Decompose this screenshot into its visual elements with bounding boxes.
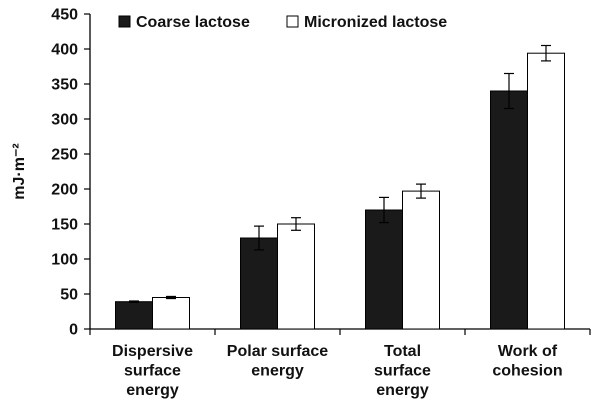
y-tick-label: 150 <box>51 217 78 234</box>
bars-group <box>115 52 565 330</box>
x-category-label: cohesion <box>492 363 562 380</box>
legend-swatch <box>118 15 131 28</box>
y-tick-label: 50 <box>60 287 78 304</box>
bar-coarse <box>115 301 153 330</box>
bar-coarse <box>240 237 278 330</box>
y-axis-label: mJ·m⁻² <box>11 143 28 199</box>
bar-coarse <box>365 209 403 330</box>
bar-micronized <box>527 52 565 330</box>
x-category-label: surface <box>374 363 431 380</box>
legend-swatch <box>286 15 299 28</box>
y-tick-label: 100 <box>51 252 78 269</box>
y-tick-label: 400 <box>51 42 78 59</box>
y-tick-label: 350 <box>51 77 78 94</box>
y-tick-label: 0 <box>69 322 78 339</box>
legend-label: Micronized lactose <box>304 14 447 31</box>
x-category-label: Polar surface <box>227 343 328 360</box>
x-category-labels: Dispersive surface energy Polar surface ener… <box>112 343 563 399</box>
x-category-label: Work of <box>498 343 558 360</box>
x-category-label: Dispersive <box>112 343 193 360</box>
bar-coarse <box>490 90 528 330</box>
x-category-label: energy <box>251 363 304 380</box>
bar-micronized <box>402 190 440 330</box>
y-tick-label: 450 <box>51 7 78 24</box>
x-category-label: Total <box>384 343 421 360</box>
x-category-label: energy <box>126 382 179 399</box>
x-category-label: surface <box>124 363 181 380</box>
y-tick-label: 300 <box>51 112 78 129</box>
bar-micronized <box>277 223 315 330</box>
legend-label: Coarse lactose <box>136 14 250 31</box>
bar-micronized <box>152 297 190 330</box>
axes: 0 50 100 150 200 250 300 350 400 450 <box>51 7 591 339</box>
y-axis-label-group: mJ·m⁻² <box>11 143 28 199</box>
y-tick-label: 200 <box>51 182 78 199</box>
y-tick-label: 250 <box>51 147 78 164</box>
x-category-label: energy <box>376 382 429 399</box>
error-bars-group <box>129 44 551 303</box>
legend: Coarse lactose Micronized lactose <box>118 14 447 31</box>
